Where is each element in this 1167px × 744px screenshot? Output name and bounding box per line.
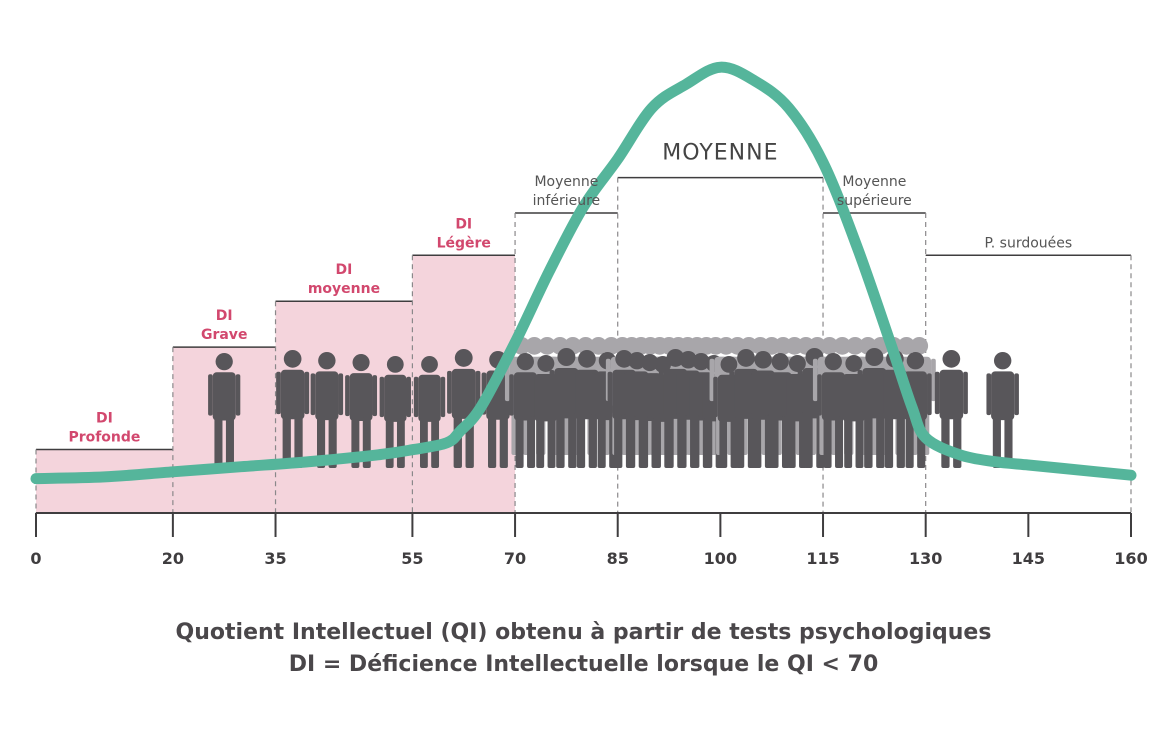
band-label-3-0: DI [455,216,472,232]
person-4 [379,356,411,468]
band-label-0-0: DI [96,410,113,426]
person-0 [208,353,241,468]
person-1 [276,350,310,468]
x-tick-label-9: 145 [1012,549,1045,568]
band-label-2-0: DI [336,262,353,278]
band-label-0-1: Profonde [68,429,140,445]
x-tick-label-2: 35 [264,549,286,568]
band-label-1-0: DI [216,308,233,324]
band-fill-1 [172,347,276,513]
band-label-5-0: MOYENNE [662,141,778,166]
band-label-6-0: Moyenne [842,174,906,190]
band-label-3-1: Légère [437,235,491,251]
x-tick-label-0: 0 [30,549,41,568]
caption-line-1: Quotient Intellectuel (QI) obtenu à part… [175,620,992,645]
x-tick-label-10: 160 [1114,549,1147,568]
band-label-4-1: inférieure [533,193,601,209]
band-label-7-0: P. surdouées [985,235,1073,251]
band-label-1-1: Grave [201,327,247,343]
x-tick-label-1: 20 [162,549,184,568]
x-tick-label-8: 130 [909,549,942,568]
caption-line-2: DI = Déficience Intellectuelle lorsque l… [288,652,879,677]
person-68 [934,350,968,468]
band-label-4-0: Moyenne [534,174,598,190]
distribution-curve [30,61,1137,485]
x-tick-label-4: 70 [504,549,526,568]
person-69 [986,352,1019,468]
x-tick-label-5: 85 [607,549,629,568]
band-label-2-1: moyenne [308,281,380,297]
x-tick-label-6: 100 [704,549,737,568]
x-tick-label-3: 55 [401,549,423,568]
x-tick-label-7: 115 [806,549,839,568]
band-label-6-1: supérieure [837,193,912,209]
